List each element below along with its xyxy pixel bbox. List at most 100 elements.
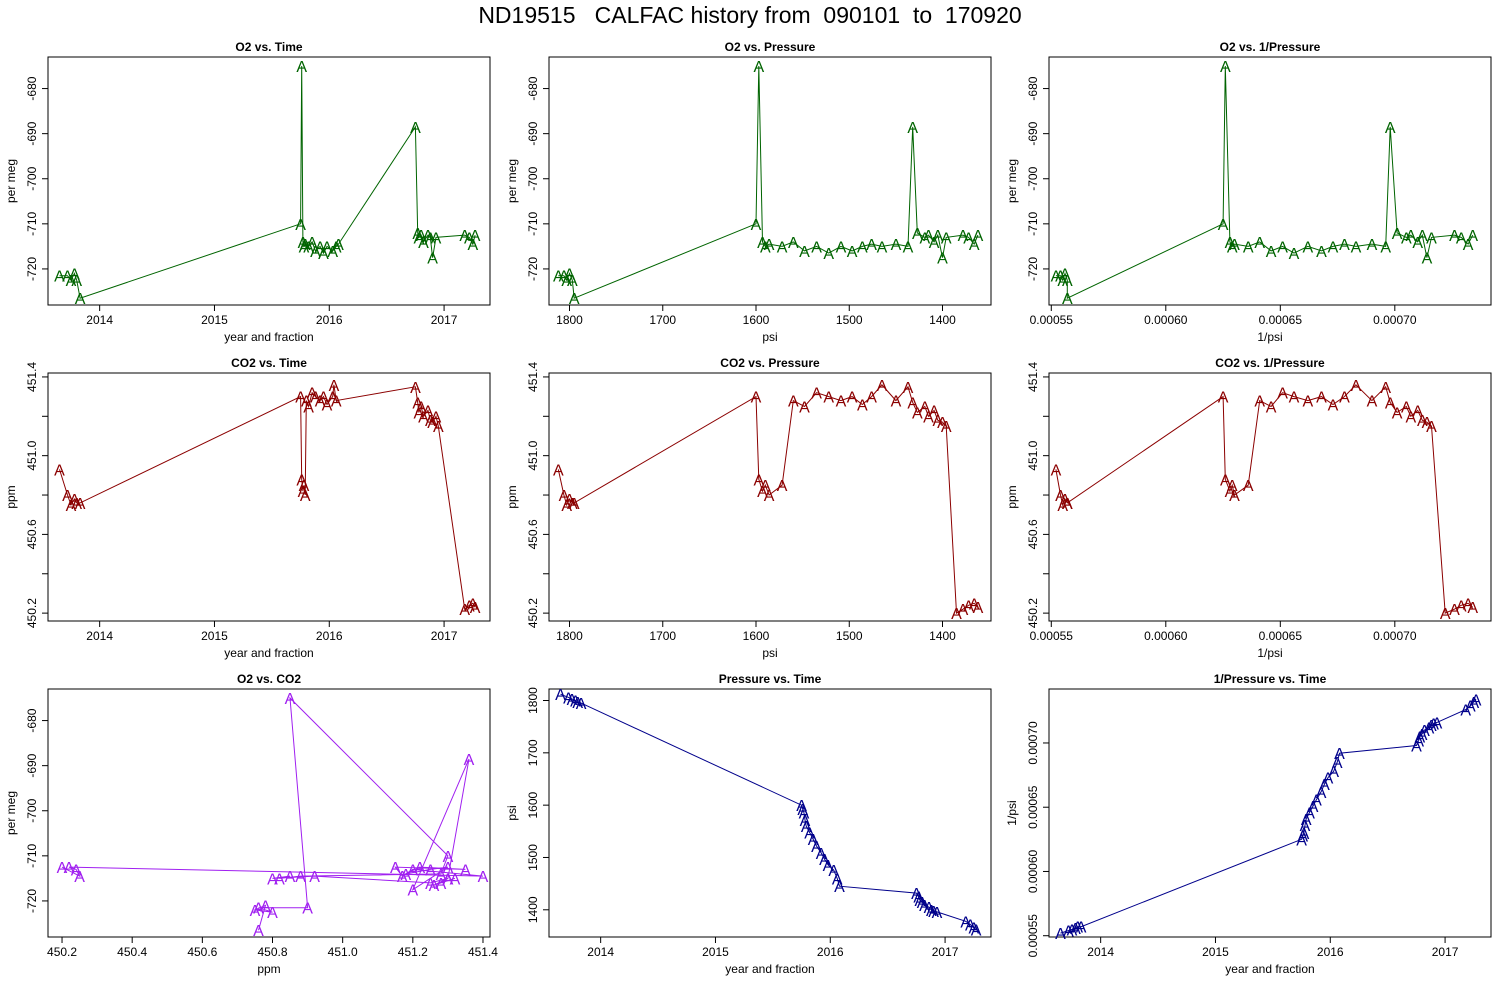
data-point: A: [929, 403, 940, 420]
data-point: A: [307, 235, 318, 252]
x-tick-label: 2014: [86, 629, 113, 643]
data-point: A: [1225, 484, 1236, 501]
y-tick-label: -720: [526, 257, 540, 281]
x-tick-label: 0.00060: [1144, 313, 1188, 327]
chart-panel-6: CO2 vs. 1/Pressure 0.00055 0.00060 0.00065 0…: [1005, 356, 1492, 660]
y-tick-label: -700: [1026, 166, 1040, 190]
data-point: A: [1405, 409, 1416, 426]
x-tick-label: 450.4: [117, 945, 147, 959]
x-tick-label: 1800: [556, 629, 583, 643]
data-point: A: [1392, 226, 1403, 243]
data-point: A: [333, 237, 344, 254]
data-point: A: [295, 390, 306, 407]
data-point: A: [569, 291, 580, 308]
data-point: A: [400, 867, 411, 884]
y-tick-label: 0.00055: [1026, 914, 1040, 958]
x-tick-label: 0.00055: [1030, 629, 1074, 643]
data-point: A: [1465, 699, 1476, 716]
data-point: A: [464, 598, 475, 615]
y-tick-label: -700: [25, 166, 39, 190]
data-point: A: [823, 390, 834, 407]
chart-title: CO2 vs. Pressure: [720, 356, 820, 370]
data-point: A: [69, 266, 80, 283]
data-point: A: [555, 687, 566, 704]
data-point: A: [973, 228, 984, 245]
data-point: A: [929, 235, 940, 252]
data-point: A: [1467, 228, 1478, 245]
data-point: A: [1334, 746, 1345, 763]
data-point: A: [923, 409, 934, 426]
data-point: A: [318, 246, 329, 263]
data-point: A: [1063, 924, 1074, 941]
data-point: A: [296, 472, 307, 489]
data-point: A: [1289, 246, 1300, 263]
plot-frame: [548, 372, 992, 622]
data-point: A: [563, 690, 574, 707]
x-tick-label: 0.00070: [1373, 629, 1417, 643]
chart-panel-9: 1/Pressure vs. Time 2014 2015 2016 2017 year …: [1005, 672, 1492, 976]
data-point: A: [1351, 378, 1362, 395]
x-tick-label: 2015: [201, 629, 228, 643]
data-point: A: [819, 852, 830, 869]
x-axis-label: year and fraction: [224, 646, 313, 660]
data-point: A: [928, 904, 939, 921]
series-line: [59, 384, 476, 611]
data-point: A: [907, 396, 918, 413]
data-point: A: [459, 228, 470, 245]
data-point: A: [1057, 498, 1068, 515]
data-point: A: [1417, 413, 1428, 430]
data-point: A: [54, 269, 65, 286]
y-axis-label: per meg: [505, 159, 519, 203]
data-point: A: [751, 390, 762, 407]
x-tick-label: 451.4: [468, 945, 498, 959]
data-point: A: [926, 903, 937, 920]
data-point: A: [559, 269, 570, 286]
data-point: A: [1424, 721, 1435, 738]
data-point: A: [932, 413, 943, 430]
data-point: A: [1227, 478, 1238, 495]
series-line: [61, 696, 484, 931]
data-point: A: [572, 695, 583, 712]
data-point: A: [564, 492, 575, 509]
data-point: A: [1055, 926, 1066, 943]
data-point: A: [1296, 832, 1307, 849]
data-point: A: [74, 869, 85, 886]
data-point: A: [836, 394, 847, 411]
data-point: A: [1328, 398, 1339, 415]
data-point: A: [423, 228, 434, 245]
y-axis-label: ppm: [4, 485, 18, 508]
x-tick-label: 450.2: [47, 945, 77, 959]
data-point: A: [410, 380, 421, 397]
data-point: A: [764, 488, 775, 505]
data-point: A: [1055, 269, 1066, 286]
data-point: A: [315, 394, 326, 411]
data-point: A: [1304, 805, 1315, 822]
data-point: A: [567, 496, 578, 513]
x-tick-label: 2014: [587, 945, 614, 959]
data-point: A: [1067, 922, 1078, 939]
data-point: A: [425, 413, 436, 430]
y-tick-label: 0.00065: [1026, 785, 1040, 829]
data-point: A: [329, 378, 340, 395]
data-point: A: [66, 273, 77, 290]
data-point: A: [941, 419, 952, 436]
x-tick-label: 2016: [817, 945, 844, 959]
series-line: [1060, 698, 1477, 934]
data-point: A: [1392, 405, 1403, 422]
x-tick-label: 1500: [836, 629, 863, 643]
y-axis-label: 1/psi: [1005, 800, 1019, 825]
x-tick-label: 0.00055: [1030, 313, 1074, 327]
data-point: A: [788, 235, 799, 252]
data-point: A: [1468, 695, 1479, 712]
data-point: A: [917, 895, 928, 912]
y-tick-label: 450.2: [25, 598, 39, 628]
data-point: A: [1220, 472, 1231, 489]
data-point: A: [1440, 606, 1451, 623]
data-point: A: [777, 478, 788, 495]
data-point: A: [425, 876, 436, 893]
data-point: A: [300, 237, 311, 254]
y-tick-label: -710: [526, 212, 540, 236]
data-point: A: [250, 903, 261, 920]
data-point: A: [431, 409, 442, 426]
